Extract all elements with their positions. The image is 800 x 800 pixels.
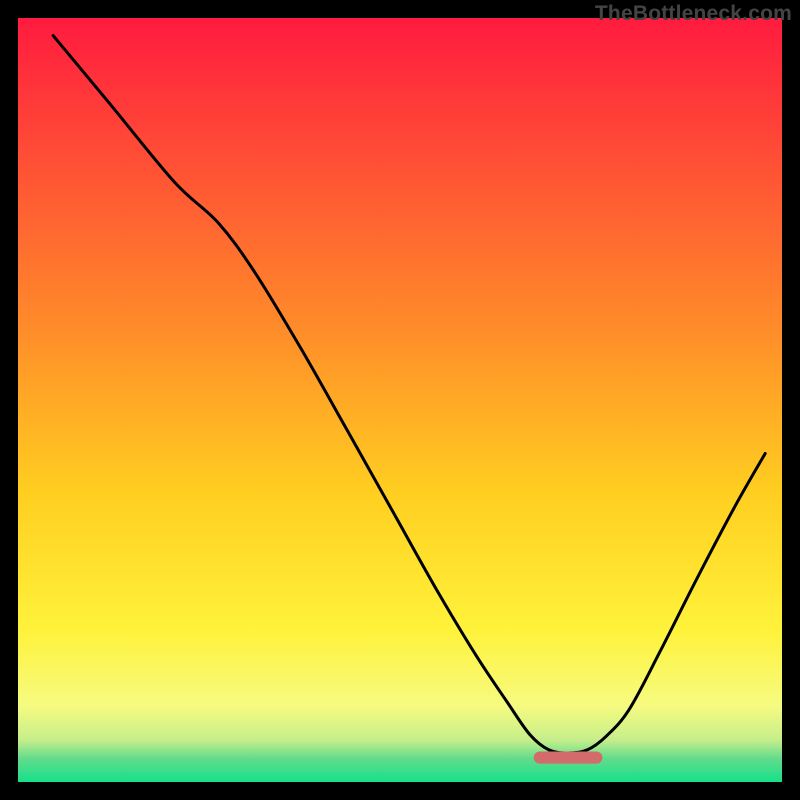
bottleneck-chart (0, 0, 800, 800)
watermark-text: TheBottleneck.com (595, 2, 792, 26)
optimal-marker (534, 751, 603, 763)
